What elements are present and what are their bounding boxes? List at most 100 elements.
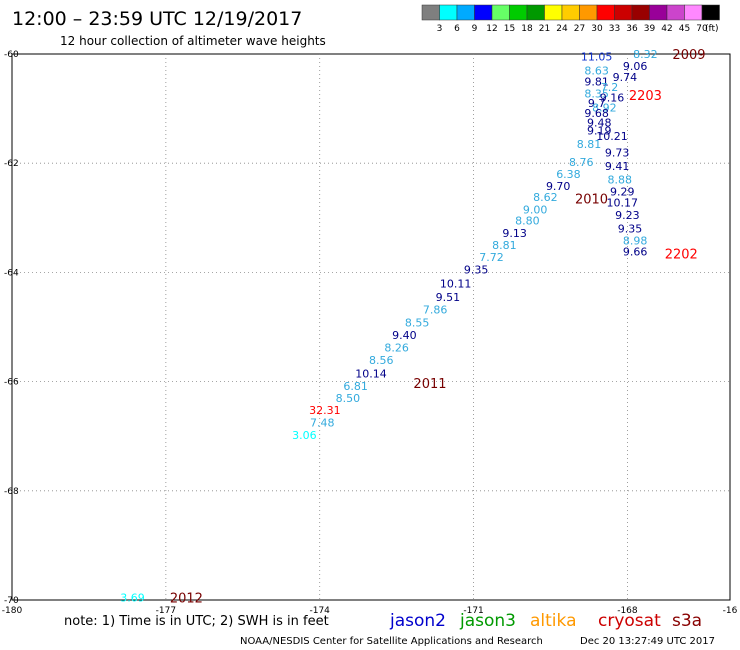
swh-label: 10.11 bbox=[440, 277, 472, 290]
footer-timestamp: Dec 20 13:27:49 UTC 2017 bbox=[580, 636, 715, 647]
swh-label: 10.21 bbox=[596, 130, 628, 143]
swh-label: 8.62 bbox=[533, 191, 558, 204]
tick-labels: -180 -177 -174 -171 -168 -16 -60 -62 -64 -66 -68 -7… bbox=[2, 50, 738, 616]
swh-label: 6.81 bbox=[343, 380, 368, 393]
satellite-s3a: s3a bbox=[672, 611, 702, 631]
swh-label: 8.81 bbox=[577, 138, 602, 151]
y-tick-label: -62 bbox=[4, 159, 19, 169]
swh-label: 8.63 bbox=[584, 64, 609, 77]
swh-label: 9.68 bbox=[584, 107, 609, 120]
color-scale-label: 12 bbox=[486, 24, 497, 34]
color-scale-swatch bbox=[509, 4, 528, 21]
color-scale-swatch bbox=[596, 4, 615, 21]
swh-label: 9.74 bbox=[613, 71, 638, 84]
color-scale-swatch bbox=[526, 4, 545, 21]
color-scale-label: 24 bbox=[556, 24, 568, 34]
color-scale-label: 18 bbox=[521, 24, 533, 34]
color-scale-label: 27 bbox=[574, 24, 585, 34]
color-scale-swatch bbox=[544, 4, 563, 21]
color-scale-swatch bbox=[579, 4, 598, 21]
x-tick-label: -16 bbox=[723, 606, 738, 616]
satellite-legend: jason2 jason3 altika cryosat s3a bbox=[389, 611, 702, 631]
swh-label: 9.48 bbox=[587, 116, 612, 129]
color-scale-swatch bbox=[491, 4, 510, 21]
chart-subtitle: 12 hour collection of altimeter wave hei… bbox=[60, 34, 326, 48]
swh-label: 9.00 bbox=[523, 204, 548, 217]
color-scale-swatch bbox=[649, 4, 668, 21]
color-scale-label: 15 bbox=[504, 24, 515, 34]
color-scale-unit: (ft) bbox=[705, 24, 719, 34]
swh-label: 9.29 bbox=[610, 186, 635, 199]
swh-label: 8.50 bbox=[336, 392, 361, 405]
x-tick-label: -171 bbox=[463, 606, 483, 616]
color-scale-label: 6 bbox=[454, 24, 460, 34]
color-scale-label: 9 bbox=[472, 24, 478, 34]
color-scale-label: 45 bbox=[679, 24, 690, 34]
swh-label: 9.40 bbox=[392, 329, 417, 342]
swh-label: 9.35 bbox=[464, 264, 489, 277]
observation-labels: 11.05 8.328.63 9.069.81 9.747.28.359.169.78… bbox=[120, 48, 657, 604]
swh-label: 7.48 bbox=[310, 417, 335, 430]
color-scale-swatch bbox=[456, 4, 475, 21]
swh-label: 9.81 bbox=[584, 75, 609, 88]
time-labels: 2009 2203 2010 2202 2011 2012 bbox=[170, 48, 706, 606]
swh-label: 8.92 bbox=[592, 102, 617, 115]
y-tick-label: -60 bbox=[4, 50, 19, 60]
color-scale-label: 36 bbox=[626, 24, 638, 34]
color-scale-swatch bbox=[701, 4, 720, 21]
swh-label: 8.55 bbox=[405, 317, 430, 330]
swh-label: 9.70 bbox=[546, 180, 571, 193]
swh-label: 9.35 bbox=[618, 223, 643, 236]
satellite-jason2: jason2 bbox=[389, 611, 446, 631]
swh-label: 8.26 bbox=[384, 342, 409, 355]
swh-label: 8.76 bbox=[569, 156, 594, 169]
swh-label: 9.19 bbox=[587, 124, 612, 137]
x-tick-label: -174 bbox=[309, 606, 330, 616]
satellite-cryosat: cryosat bbox=[598, 611, 661, 631]
swh-label: 8.88 bbox=[607, 174, 632, 187]
time-label: 2012 bbox=[170, 591, 203, 606]
swh-label: 7.86 bbox=[423, 304, 448, 317]
swh-label: 3.06 bbox=[292, 429, 317, 442]
color-scale-label: 21 bbox=[539, 24, 550, 34]
color-scale-label: 39 bbox=[644, 24, 656, 34]
swh-label: 7.72 bbox=[479, 251, 504, 264]
satellite-altika: altika bbox=[530, 611, 577, 631]
color-scale-swatch bbox=[614, 4, 633, 21]
color-scale-swatch bbox=[421, 4, 440, 21]
y-tick-label: -70 bbox=[4, 596, 19, 606]
swh-label: 9.13 bbox=[502, 227, 527, 240]
swh-label: 9.41 bbox=[605, 160, 630, 173]
swh-label: 9.51 bbox=[436, 291, 461, 304]
plot-frame bbox=[11, 53, 731, 601]
swh-label: 8.35 bbox=[584, 87, 609, 100]
swh-label: 9.66 bbox=[623, 246, 648, 259]
color-scale-label: 33 bbox=[609, 24, 620, 34]
plot-area: -180 -177 -174 -171 -168 -16 -60 -62 -64 -66 -68 -7… bbox=[2, 48, 738, 616]
swh-label: 9.7 bbox=[588, 97, 606, 110]
swh-label: 9.73 bbox=[605, 146, 630, 159]
time-label: 2203 bbox=[629, 89, 662, 104]
footer-credit: NOAA/NESDIS Center for Satellite Applica… bbox=[240, 636, 543, 647]
time-label: 2011 bbox=[413, 377, 446, 392]
satellite-jason3: jason3 bbox=[459, 611, 516, 631]
x-tick-label: -168 bbox=[617, 606, 638, 616]
color-scale: 3 6 9 12 15 18 21 24 27 30 33 36 39 42 45 70 bbox=[421, 4, 720, 34]
color-scale-swatch bbox=[439, 4, 458, 21]
swh-label: 9.23 bbox=[615, 209, 640, 222]
y-tick-label: -64 bbox=[4, 268, 19, 278]
time-label: 2202 bbox=[665, 247, 698, 262]
swh-label: 8.98 bbox=[623, 235, 648, 248]
swh-label: 8.81 bbox=[492, 239, 517, 252]
color-scale-label: 42 bbox=[661, 24, 672, 34]
grid-lines bbox=[12, 54, 730, 600]
color-scale-swatch bbox=[666, 4, 685, 21]
y-tick-label: -66 bbox=[4, 378, 19, 388]
swh-label: 10.14 bbox=[355, 367, 387, 380]
swh-label: 11.05 bbox=[581, 51, 613, 64]
swh-label: 32.31 bbox=[309, 404, 341, 417]
color-scale-swatch bbox=[684, 4, 703, 21]
color-scale-swatch bbox=[474, 4, 493, 21]
swh-label: 9.06 bbox=[623, 60, 648, 73]
swh-label: 8.80 bbox=[515, 215, 540, 228]
